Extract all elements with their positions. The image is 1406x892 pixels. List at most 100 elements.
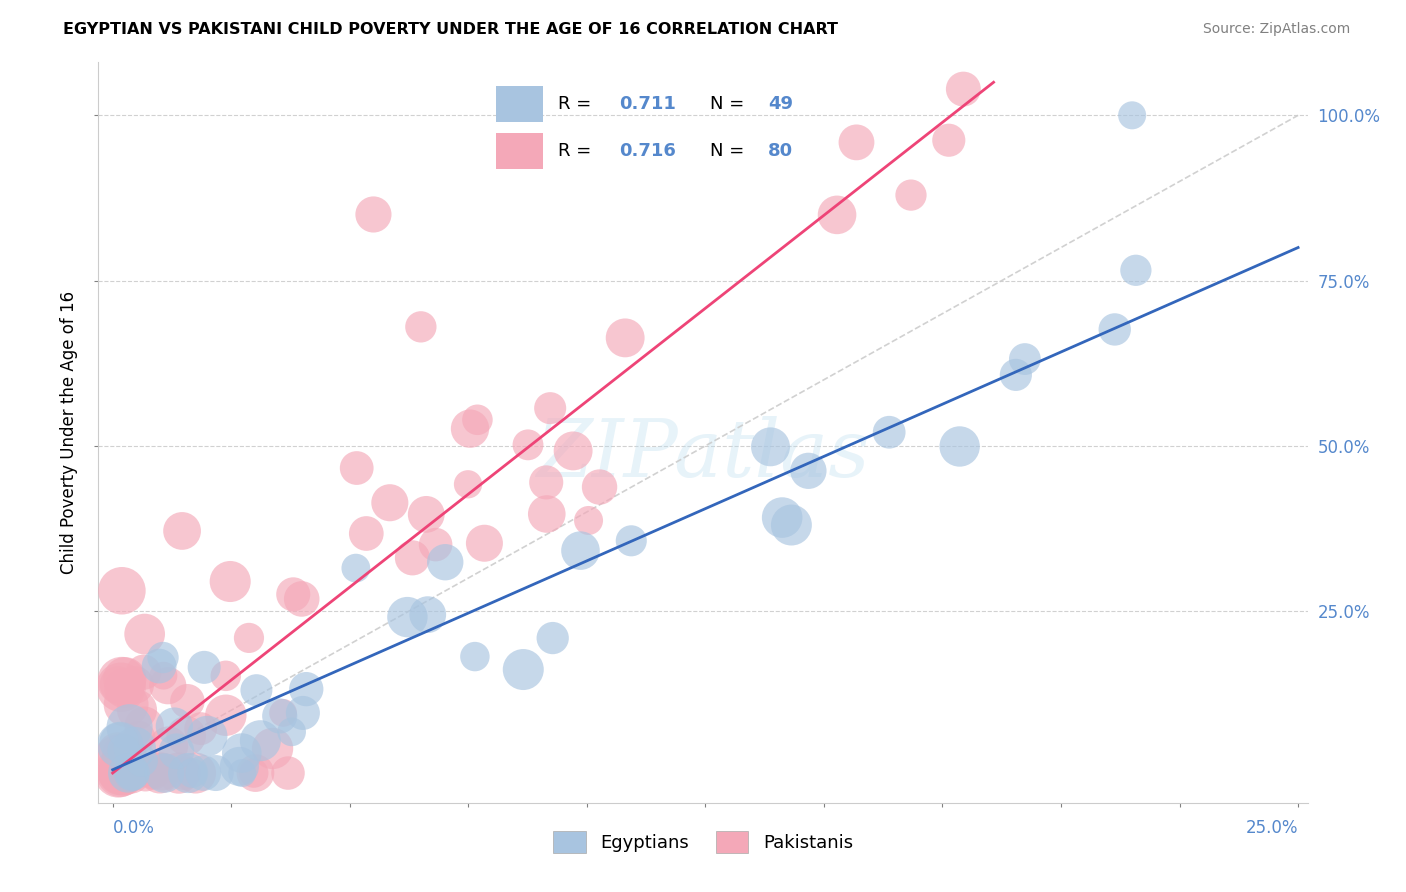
Text: ZIPatlas: ZIPatlas [536,416,870,493]
Point [356,526,378,541]
Point [949,440,972,454]
Point [112,743,135,757]
Point [149,766,172,780]
Point [249,733,271,747]
Point [121,766,143,780]
Point [172,524,194,538]
Point [541,631,564,645]
Text: 25.0%: 25.0% [1246,820,1298,838]
Point [181,766,204,780]
Point [142,766,165,780]
Point [173,766,195,780]
Point [434,555,457,569]
Point [111,583,134,598]
Point [1014,352,1036,367]
Legend: Egyptians, Pakistanis: Egyptians, Pakistanis [546,824,860,861]
Point [134,766,156,780]
Point [269,709,291,723]
Point [193,660,215,674]
Point [110,766,132,780]
Point [108,766,131,780]
Point [118,720,141,734]
Point [193,766,215,780]
Point [156,679,179,693]
Point [128,731,150,745]
Point [111,761,134,775]
Point [900,188,922,202]
Point [474,536,496,550]
Point [131,754,153,768]
Point [759,440,782,454]
Point [195,729,218,743]
Point [295,682,318,697]
Point [153,766,176,780]
Point [110,766,132,780]
Point [877,425,900,440]
Point [134,719,156,733]
Point [1104,322,1126,336]
Point [396,610,419,624]
Point [425,538,447,552]
Point [588,480,610,494]
Point [1125,263,1147,277]
Point [245,683,267,698]
Point [569,543,592,558]
Point [578,513,600,527]
Point [152,650,174,665]
Point [111,674,134,689]
Point [562,443,585,458]
Point [163,719,186,733]
Point [204,766,226,780]
Point [242,766,264,780]
Point [107,766,129,780]
Point [152,668,174,682]
Point [131,763,153,777]
Point [457,477,479,491]
Point [283,587,305,601]
Point [190,722,212,736]
Point [150,764,173,779]
Point [271,706,294,720]
Point [124,678,146,692]
Point [291,706,314,720]
Point [512,663,534,677]
Point [464,649,486,664]
Point [262,741,284,756]
Text: 0.0%: 0.0% [112,820,155,838]
Point [534,475,557,490]
Point [115,698,138,712]
Point [114,672,136,686]
Point [409,319,432,334]
Point [132,665,155,680]
Point [110,680,132,694]
Point [107,746,129,760]
Point [165,744,187,758]
Point [184,766,207,780]
Point [363,207,385,221]
Point [797,464,820,478]
Point [215,669,238,683]
Point [378,496,401,510]
Point [780,518,803,533]
Point [415,508,437,522]
Point [167,766,190,780]
Point [118,745,141,759]
Point [536,507,558,521]
Point [277,766,299,780]
Point [112,681,135,696]
Point [344,561,367,575]
Point [112,748,135,763]
Point [825,208,848,222]
Point [108,754,131,768]
Point [280,724,302,739]
Point [219,574,242,589]
Point [952,82,974,96]
Point [215,708,238,723]
Point [291,591,314,606]
Point [120,766,142,780]
Point [346,461,368,475]
Point [124,741,146,756]
Point [614,331,637,345]
Point [401,550,423,565]
Point [112,766,135,780]
